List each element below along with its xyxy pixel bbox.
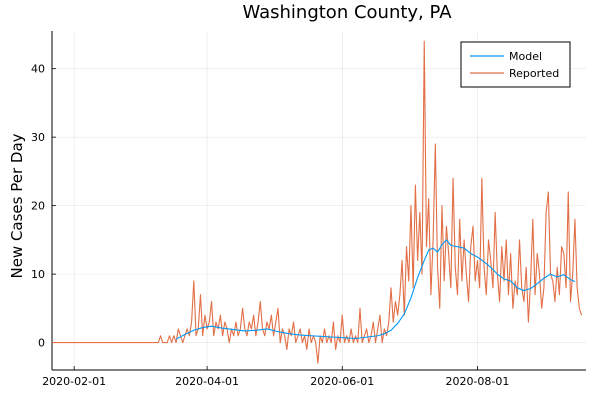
y-axis-label: New Cases Per Day — [8, 133, 26, 278]
legend-label-model: Model — [509, 50, 542, 63]
series-layer — [52, 40, 583, 364]
series-line-model — [175, 239, 576, 340]
x-tick-label: 2020-08-01 — [445, 375, 509, 388]
axes-frame — [51, 31, 586, 371]
series-line-reported — [52, 40, 583, 364]
chart-title: Washington County, PA — [242, 2, 452, 23]
y-tick-label: 40 — [31, 63, 45, 76]
legend: Model Reported — [460, 41, 571, 88]
legend-label-reported: Reported — [509, 67, 559, 80]
legend-box — [460, 41, 571, 88]
y-tick-label: 30 — [31, 131, 45, 144]
y-tick-label: 0 — [38, 337, 45, 350]
y-tick-label: 10 — [31, 268, 45, 281]
x-tick-label: 2020-02-01 — [42, 375, 106, 388]
x-tick-label: 2020-04-01 — [175, 375, 239, 388]
x-tick-label: 2020-06-01 — [310, 375, 374, 388]
y-tick-label: 20 — [31, 200, 45, 213]
grid — [52, 31, 586, 370]
tick-labels: 0 10 20 30 40 2020-02-01 2020-04-01 2020-06-01 2… — [31, 63, 509, 388]
